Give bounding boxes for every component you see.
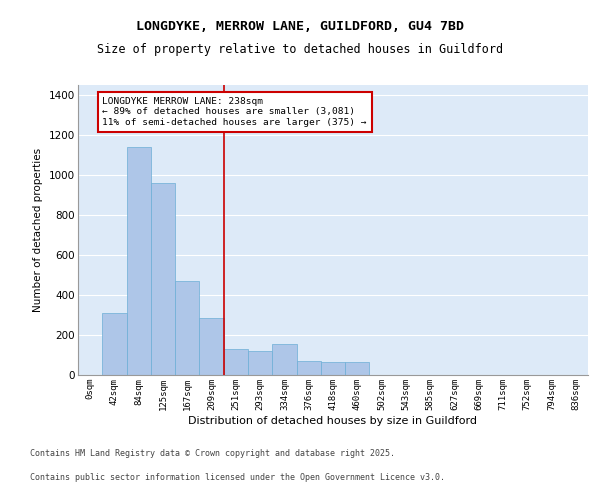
Bar [224,349,248,375]
Bar [272,344,296,375]
Bar [151,183,175,375]
Y-axis label: Number of detached properties: Number of detached properties [34,148,43,312]
Bar [345,362,370,375]
Text: LONGDYKE, MERROW LANE, GUILDFORD, GU4 7BD: LONGDYKE, MERROW LANE, GUILDFORD, GU4 7B… [136,20,464,33]
Bar [102,313,127,375]
Bar [296,361,321,375]
Bar [175,281,199,375]
Text: Contains HM Land Registry data © Crown copyright and database right 2025.: Contains HM Land Registry data © Crown c… [30,448,395,458]
X-axis label: Distribution of detached houses by size in Guildford: Distribution of detached houses by size … [188,416,478,426]
Bar [248,351,272,375]
Bar [199,318,224,375]
Bar [321,362,345,375]
Bar [127,147,151,375]
Text: Size of property relative to detached houses in Guildford: Size of property relative to detached ho… [97,42,503,56]
Text: Contains public sector information licensed under the Open Government Licence v3: Contains public sector information licen… [30,474,445,482]
Text: LONGDYKE MERROW LANE: 238sqm
← 89% of detached houses are smaller (3,081)
11% of: LONGDYKE MERROW LANE: 238sqm ← 89% of de… [102,97,367,127]
